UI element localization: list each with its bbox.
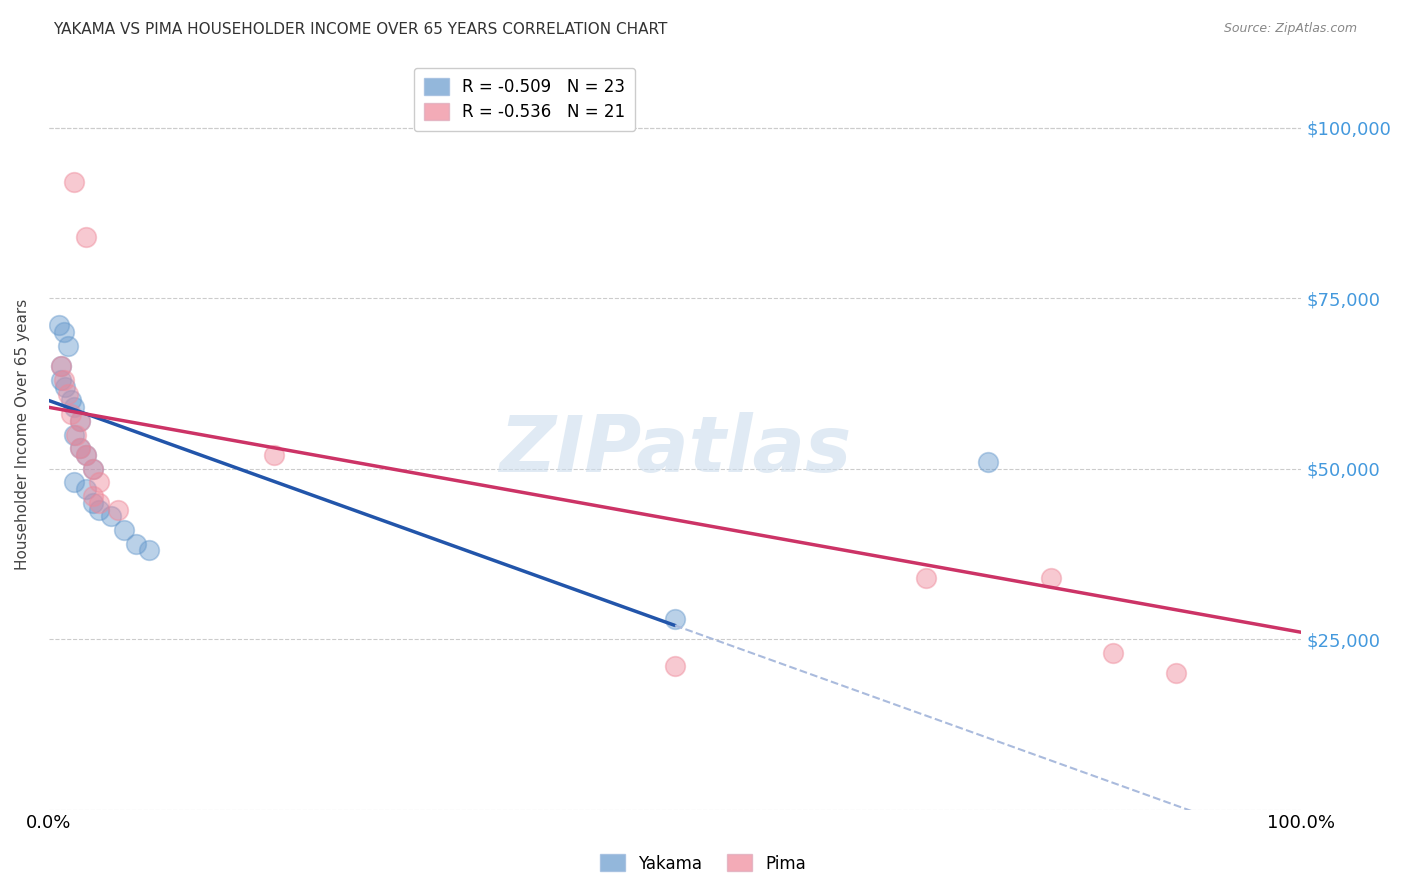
Legend: Yakama, Pima: Yakama, Pima	[593, 847, 813, 880]
Point	[87, 502, 110, 516]
Text: ZIPatlas: ZIPatlas	[499, 411, 851, 488]
Point	[1102, 646, 1125, 660]
Text: Source: ZipAtlas.com: Source: ZipAtlas.com	[1223, 22, 1357, 36]
Point	[977, 455, 1000, 469]
Point	[100, 509, 122, 524]
Point	[75, 482, 97, 496]
Point	[51, 359, 73, 374]
Point	[53, 380, 76, 394]
Point	[82, 461, 104, 475]
Point	[138, 543, 160, 558]
Point	[60, 407, 83, 421]
Point	[62, 175, 84, 189]
Point	[52, 326, 75, 340]
Point	[112, 523, 135, 537]
Point	[65, 427, 87, 442]
Point	[1164, 666, 1187, 681]
Point	[1039, 571, 1062, 585]
Point	[51, 373, 73, 387]
Point	[60, 393, 83, 408]
Legend: R = -0.509   N = 23, R = -0.536   N = 21: R = -0.509 N = 23, R = -0.536 N = 21	[413, 68, 636, 131]
Point	[263, 448, 285, 462]
Point	[664, 612, 686, 626]
Point	[56, 386, 79, 401]
Point	[82, 489, 104, 503]
Point	[62, 475, 84, 490]
Point	[107, 502, 129, 516]
Point	[69, 414, 91, 428]
Point	[75, 230, 97, 244]
Point	[75, 448, 97, 462]
Point	[82, 461, 104, 475]
Point	[52, 373, 75, 387]
Text: YAKAMA VS PIMA HOUSEHOLDER INCOME OVER 65 YEARS CORRELATION CHART: YAKAMA VS PIMA HOUSEHOLDER INCOME OVER 6…	[53, 22, 668, 37]
Point	[48, 318, 70, 333]
Point	[69, 441, 91, 455]
Point	[69, 414, 91, 428]
Y-axis label: Householder Income Over 65 years: Householder Income Over 65 years	[15, 299, 30, 570]
Point	[87, 496, 110, 510]
Point	[82, 496, 104, 510]
Point	[914, 571, 936, 585]
Point	[125, 536, 148, 550]
Point	[51, 359, 73, 374]
Point	[62, 401, 84, 415]
Point	[87, 475, 110, 490]
Point	[75, 448, 97, 462]
Point	[664, 659, 686, 673]
Point	[69, 441, 91, 455]
Point	[56, 339, 79, 353]
Point	[62, 427, 84, 442]
